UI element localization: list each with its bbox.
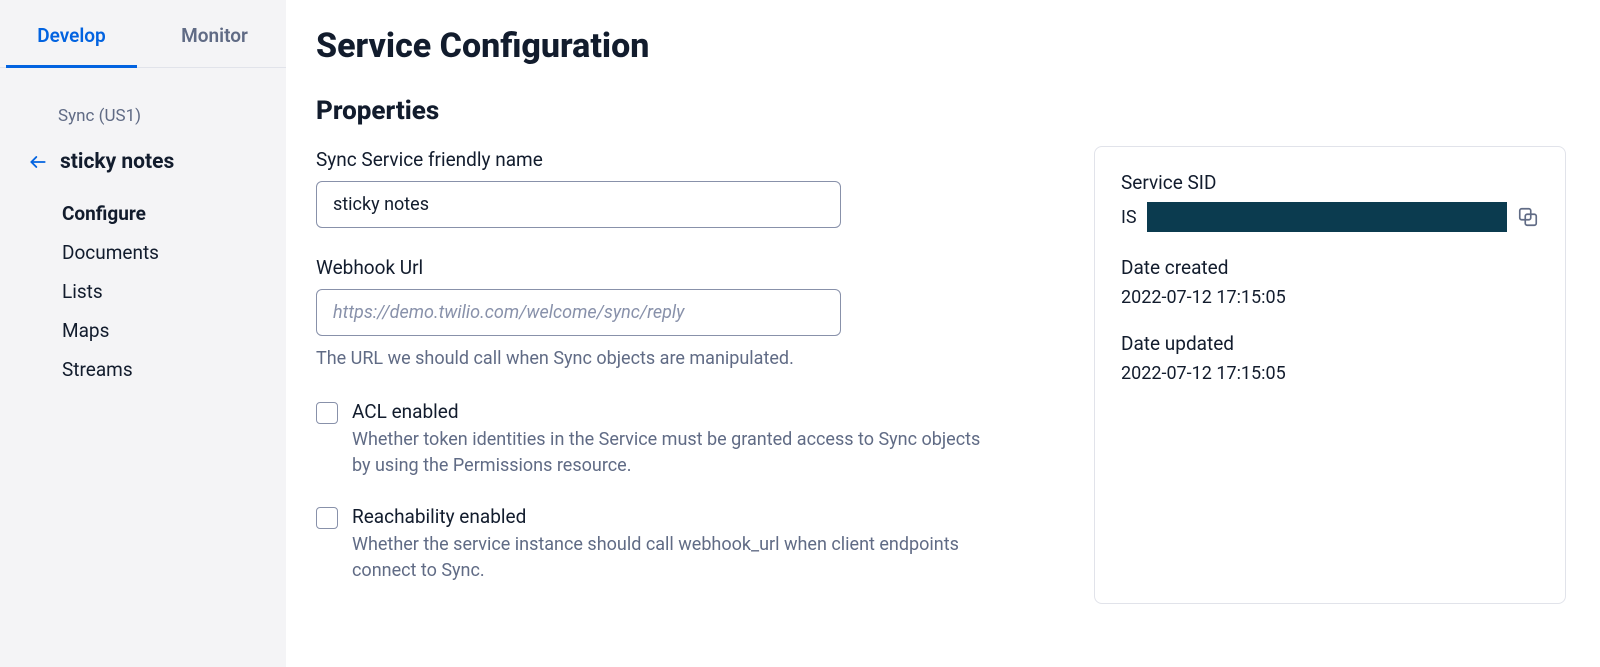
breadcrumb[interactable]: Sync (US1) — [0, 68, 286, 134]
sidebar-item-maps[interactable]: Maps — [62, 311, 286, 350]
copy-icon[interactable] — [1517, 206, 1539, 228]
date-updated-value: 2022-07-12 17:15:05 — [1121, 363, 1539, 384]
field-acl: ACL enabled Whether token identities in … — [316, 400, 996, 479]
field-webhook: Webhook Url The URL we should call when … — [316, 256, 1046, 372]
sidebar-tabs: Develop Monitor — [0, 0, 286, 68]
main-content: Service Configuration Properties Sync Se… — [286, 0, 1600, 667]
form-column: Service Configuration Properties Sync Se… — [316, 26, 1046, 667]
webhook-input[interactable] — [316, 289, 841, 336]
sid-value-prefix: IS — [1121, 207, 1137, 228]
acl-desc: Whether token identities in the Service … — [352, 429, 980, 476]
sid-redacted — [1147, 202, 1507, 232]
webhook-label: Webhook Url — [316, 256, 1046, 279]
date-updated-label: Date updated — [1121, 332, 1539, 355]
info-sid: Service SID IS — [1121, 171, 1539, 232]
tab-monitor[interactable]: Monitor — [143, 0, 286, 67]
page-title: Service Configuration — [316, 26, 1046, 66]
sidebar-item-lists[interactable]: Lists — [62, 272, 286, 311]
date-created-label: Date created — [1121, 256, 1539, 279]
field-friendly-name: Sync Service friendly name — [316, 148, 1046, 228]
friendly-name-label: Sync Service friendly name — [316, 148, 1046, 171]
info-date-updated: Date updated 2022-07-12 17:15:05 — [1121, 332, 1539, 384]
reachability-desc: Whether the service instance should call… — [352, 534, 959, 581]
sidebar: Develop Monitor Sync (US1) sticky notes … — [0, 0, 286, 667]
back-to-services[interactable]: sticky notes — [0, 134, 286, 194]
friendly-name-input[interactable] — [316, 181, 841, 228]
reachability-label: Reachability enabled — [352, 505, 996, 528]
sidebar-item-documents[interactable]: Documents — [62, 233, 286, 272]
sidebar-nav: Configure Documents Lists Maps Streams — [0, 194, 286, 389]
webhook-help: The URL we should call when Sync objects… — [316, 346, 836, 372]
section-title: Properties — [316, 96, 1046, 126]
info-panel: Service SID IS Date created 2022-07-12 1… — [1094, 146, 1566, 604]
field-reachability: Reachability enabled Whether the service… — [316, 505, 996, 584]
acl-checkbox[interactable] — [316, 402, 338, 424]
tab-develop[interactable]: Develop — [0, 0, 143, 67]
sidebar-item-configure[interactable]: Configure — [62, 194, 286, 233]
info-date-created: Date created 2022-07-12 17:15:05 — [1121, 256, 1539, 308]
sidebar-item-streams[interactable]: Streams — [62, 350, 286, 389]
sid-label: Service SID — [1121, 171, 1539, 194]
acl-label: ACL enabled — [352, 400, 996, 423]
reachability-checkbox[interactable] — [316, 507, 338, 529]
date-created-value: 2022-07-12 17:15:05 — [1121, 287, 1539, 308]
service-name: sticky notes — [60, 150, 174, 174]
arrow-left-icon — [28, 152, 48, 172]
